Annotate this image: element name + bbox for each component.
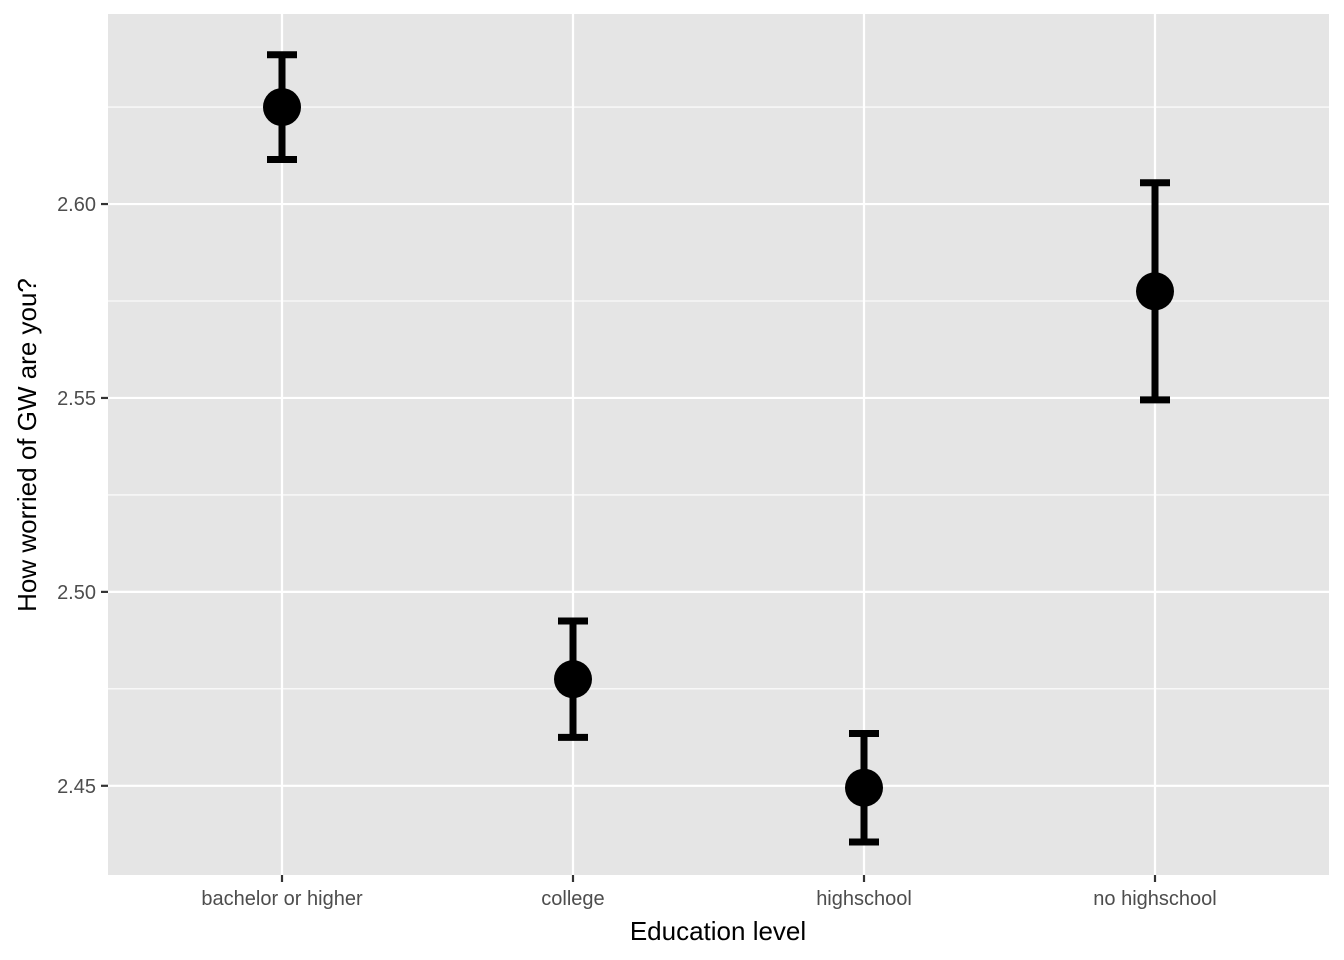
x-tick-label: no highschool [1093,888,1216,910]
grid-minor [108,106,1329,690]
y-tick-label: 2.55 [57,388,96,410]
data-points [263,88,1174,807]
data-point [263,88,301,127]
data-point [845,768,883,807]
x-tick-label: college [541,888,604,910]
y-tick-label: 2.50 [57,582,96,604]
x-axis-title: Education level [630,916,806,946]
axis-ticks [101,202,1157,882]
x-tick-label: bachelor or higher [201,888,363,910]
y-tick-labels: 2.45 2.50 2.55 2.60 [57,194,96,798]
y-tick-label: 2.45 [57,776,96,798]
data-point [1136,272,1174,311]
x-tick-labels: bachelor or higher college highschool no hi… [201,888,1216,910]
x-tick-label: highschool [816,888,912,910]
data-point [554,660,592,699]
plot-panel [108,14,1329,875]
y-tick-label: 2.60 [57,194,96,216]
y-axis-title: How worried of GW are you? [12,278,42,612]
